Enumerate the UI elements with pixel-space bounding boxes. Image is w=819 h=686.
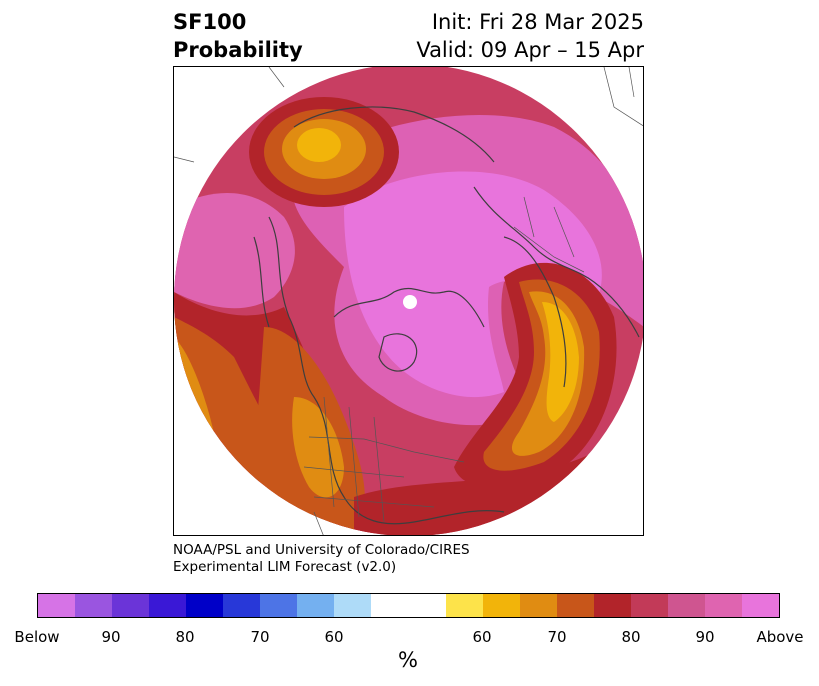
borders <box>303 196 585 523</box>
map-panel <box>173 66 644 536</box>
colorbar-swatch <box>593 594 631 617</box>
pole-marker <box>403 295 417 309</box>
colorbar-tick-label: 80 <box>621 628 641 646</box>
colorbar-swatch <box>112 594 150 617</box>
product-kind: Probability <box>173 38 303 62</box>
colorbar-unit: % <box>398 648 418 672</box>
colorbar-tick-label: 60 <box>472 628 492 646</box>
colorbar-tick-label: Above <box>756 628 804 646</box>
colorbar-swatch <box>38 594 76 617</box>
colorbar-swatch <box>482 594 520 617</box>
colorbar <box>37 593 780 618</box>
forecast-dates: Init: Fri 28 Mar 2025 Valid: 09 Apr – 15… <box>416 8 644 64</box>
shade-west-pink <box>174 193 295 309</box>
outer-borders <box>174 67 643 535</box>
probability-map <box>174 67 643 535</box>
product-name: SF100 <box>173 10 247 34</box>
colorbar-tick-label: Below <box>14 628 60 646</box>
shade-north-gold <box>297 128 341 162</box>
attribution-line-1: NOAA/PSL and University of Colorado/CIRE… <box>173 542 470 558</box>
valid-date: Valid: 09 Apr – 15 Apr <box>416 38 644 62</box>
attribution: NOAA/PSL and University of Colorado/CIRE… <box>173 542 470 576</box>
colorbar-swatch <box>630 594 668 617</box>
colorbar-tick-label: 70 <box>250 628 270 646</box>
colorbar-swatch <box>741 594 779 617</box>
colorbar-swatch <box>297 594 335 617</box>
colorbar-swatch <box>334 594 372 617</box>
colorbar-tick-label: 90 <box>695 628 715 646</box>
colorbar-swatch <box>556 594 594 617</box>
colorbar-swatch <box>149 594 187 617</box>
colorbar-swatch <box>445 594 483 617</box>
colorbar-swatch <box>371 594 409 617</box>
colorbar-swatch <box>667 594 705 617</box>
colorbar-tick-label: 90 <box>101 628 121 646</box>
colorbar-swatch <box>260 594 298 617</box>
colorbar-swatch <box>408 594 446 617</box>
colorbar-swatch <box>223 594 261 617</box>
colorbar-swatch <box>519 594 557 617</box>
colorbar-swatch <box>75 594 113 617</box>
colorbar-swatch <box>186 594 224 617</box>
colorbar-tick-label: 80 <box>175 628 195 646</box>
colorbar-swatch <box>704 594 742 617</box>
attribution-line-2: Experimental LIM Forecast (v2.0) <box>173 559 397 575</box>
shade-east-gold <box>542 302 579 422</box>
init-date: Init: Fri 28 Mar 2025 <box>431 10 644 34</box>
colorbar-tick-label: 70 <box>547 628 567 646</box>
shade-above <box>344 171 602 398</box>
colorbar-tick-label: 60 <box>324 628 344 646</box>
map-title: SF100 Probability <box>173 8 303 64</box>
